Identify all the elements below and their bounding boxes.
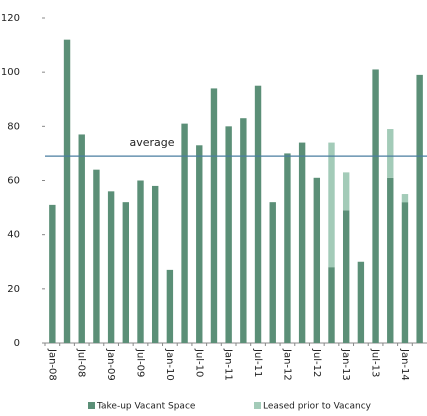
- bar: [196, 145, 203, 343]
- average-label: average: [129, 136, 174, 149]
- bar: [269, 202, 276, 343]
- legend-swatch: [88, 402, 95, 409]
- y-tick-label: 120: [1, 13, 20, 24]
- y-tick-label: 40: [7, 230, 20, 241]
- x-tick-label: Jul-11: [252, 348, 263, 377]
- bar: [166, 269, 174, 343]
- x-tick-label: Jan-08: [46, 348, 57, 381]
- bar: [387, 129, 394, 178]
- bar: [225, 126, 232, 343]
- bar: [401, 202, 409, 343]
- bar: [78, 134, 85, 343]
- bar: [416, 74, 423, 343]
- bar: [372, 69, 379, 343]
- bar: [240, 118, 247, 343]
- x-tick-label: Jan-12: [281, 348, 292, 381]
- bar: [137, 180, 144, 343]
- legend-swatch: [254, 402, 261, 409]
- x-tick-label: Jul-09: [135, 348, 146, 377]
- y-tick-label: 100: [1, 67, 20, 78]
- bar: [328, 142, 335, 268]
- x-tick-label: Jan-13: [340, 348, 351, 381]
- x-tick-label: Jul-13: [370, 348, 381, 377]
- x-tick-label: Jan-09: [105, 348, 116, 381]
- bar: [342, 172, 350, 211]
- x-tick-label: Jul-10: [193, 348, 204, 377]
- bar: [342, 210, 350, 343]
- bar: [401, 194, 409, 203]
- x-tick-label: Jan-14: [399, 348, 410, 381]
- bar: [151, 185, 159, 343]
- bar: [357, 261, 365, 343]
- x-tick-label: Jan-10: [164, 348, 175, 381]
- y-tick-label: 20: [7, 284, 20, 295]
- bar: [387, 177, 394, 343]
- bar: [298, 142, 306, 343]
- x-tick-label: Jan-11: [223, 348, 234, 381]
- bar: [284, 153, 291, 343]
- y-tick-label: 80: [7, 121, 20, 132]
- bar: [122, 202, 130, 343]
- x-tick-label: Jul-12: [311, 348, 322, 377]
- bar: [254, 85, 262, 343]
- bar: [49, 204, 56, 343]
- bar: [328, 267, 335, 343]
- bar: [313, 177, 321, 343]
- bar: [63, 39, 71, 344]
- legend-label: Take-up Vacant Space: [96, 402, 196, 412]
- bar: [210, 88, 218, 344]
- x-tick-label: Jul-08: [76, 348, 87, 377]
- bar: [93, 169, 100, 343]
- y-tick-label: 0: [14, 338, 20, 349]
- bar: [107, 191, 115, 343]
- legend-label: Leased prior to Vacancy: [263, 402, 372, 412]
- bar: [181, 123, 188, 343]
- y-tick-label: 60: [7, 176, 20, 187]
